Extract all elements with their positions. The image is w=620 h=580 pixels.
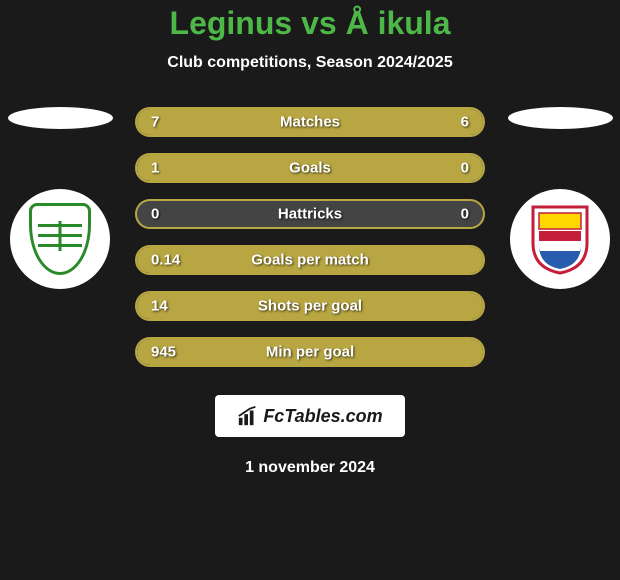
stat-label: Min per goal <box>266 344 354 361</box>
stat-value-left: 14 <box>151 298 168 315</box>
stat-value-right: 6 <box>461 114 469 131</box>
brand-text: FcTables.com <box>237 405 382 427</box>
stat-bar: Matches 7 6 <box>135 107 485 137</box>
stat-bar: Shots per goal 14 <box>135 291 485 321</box>
stat-fill-left <box>137 155 397 181</box>
brand-label: FcTables.com <box>263 406 382 427</box>
stat-value-left: 945 <box>151 344 176 361</box>
stat-value-left: 0 <box>151 206 159 223</box>
brand-badge[interactable]: FcTables.com <box>215 395 405 437</box>
stat-value-right: 0 <box>461 206 469 223</box>
right-column <box>500 107 620 289</box>
left-club-badge <box>10 189 110 289</box>
right-player-oval <box>508 107 613 129</box>
stat-label: Goals <box>289 160 331 177</box>
stat-label: Shots per goal <box>258 298 362 315</box>
stat-label: Matches <box>280 114 340 131</box>
stat-bar: Min per goal 945 <box>135 337 485 367</box>
comparison-card: Leginus vs Å ikula Club competitions, Se… <box>0 0 620 477</box>
right-club-badge <box>510 189 610 289</box>
stat-value-left: 7 <box>151 114 159 131</box>
stat-value-left: 0.14 <box>151 252 180 269</box>
content-row: Matches 7 6 Goals 1 0 Hattricks 0 0 Goals per mat… <box>0 107 620 383</box>
footer-date: 1 november 2024 <box>0 459 620 477</box>
stat-fill-right <box>397 155 484 181</box>
stat-value-left: 1 <box>151 160 159 177</box>
stat-bar: Goals 1 0 <box>135 153 485 183</box>
chart-icon <box>237 405 259 427</box>
subtitle: Club competitions, Season 2024/2025 <box>0 54 620 72</box>
page-title: Leginus vs Å ikula <box>0 5 620 42</box>
stat-fill-right <box>324 109 483 135</box>
right-shield-icon <box>529 203 591 275</box>
left-column <box>0 107 120 289</box>
stats-column: Matches 7 6 Goals 1 0 Hattricks 0 0 Goals per mat… <box>120 107 500 383</box>
left-shield-icon <box>29 203 91 275</box>
stat-value-right: 0 <box>461 160 469 177</box>
stat-bar: Goals per match 0.14 <box>135 245 485 275</box>
left-player-oval <box>8 107 113 129</box>
stat-bar: Hattricks 0 0 <box>135 199 485 229</box>
stat-label: Goals per match <box>251 252 369 269</box>
stat-label: Hattricks <box>278 206 342 223</box>
